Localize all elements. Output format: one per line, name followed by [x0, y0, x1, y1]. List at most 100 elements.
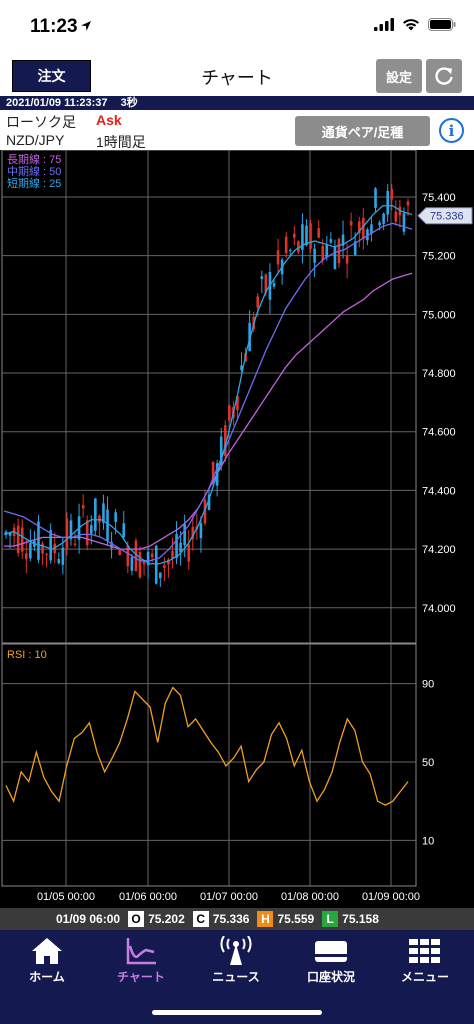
- candle-body: [293, 233, 296, 238]
- main-plot-frame: [1, 149, 417, 644]
- info-icon[interactable]: i: [439, 118, 464, 143]
- candle-body: [398, 206, 402, 216]
- candle-body: [20, 527, 24, 552]
- candle-body: [106, 509, 109, 541]
- candle-body: [394, 211, 398, 222]
- current-price-label: 75.336: [430, 211, 464, 223]
- low-value: 75.158: [342, 912, 379, 926]
- ohlc-bar: 01/09 06:00 O 75.202 C 75.336 H 75.559 L…: [0, 908, 474, 930]
- candle-body: [211, 461, 215, 483]
- refresh-icon: [435, 67, 453, 85]
- candle-body: [126, 545, 130, 567]
- candle-body: [150, 553, 154, 558]
- status-icons: [374, 18, 456, 31]
- y-tick-label: 75.000: [422, 309, 456, 321]
- refresh-interval: 3秒: [120, 97, 138, 109]
- candle-body: [264, 274, 268, 293]
- candle-body: [228, 405, 231, 421]
- ohlc-time: 01/09 06:00: [56, 912, 121, 926]
- candle-body: [187, 544, 191, 562]
- candle-body: [146, 551, 150, 566]
- tab-menu[interactable]: メニュー: [378, 936, 472, 986]
- chart-svg[interactable]: 75.400 75.200 75.000 74.800 74.600 74.400 74.2…: [0, 149, 474, 908]
- legend-entry: 長期線 : 75: [7, 152, 61, 166]
- candle-body: [297, 241, 300, 253]
- pair-timeframe-button[interactable]: 通貨ペア/足種: [295, 116, 430, 146]
- candle-body: [163, 565, 166, 568]
- candle-body: [203, 499, 207, 524]
- low-key: L: [322, 911, 339, 927]
- tab-account[interactable]: 口座状況: [284, 936, 378, 986]
- candle-body: [81, 505, 85, 509]
- candle-body: [366, 229, 369, 241]
- tab-home[interactable]: ホーム: [0, 936, 94, 986]
- candle-body: [390, 189, 394, 200]
- candle-body: [284, 236, 288, 254]
- settings-button[interactable]: 設定: [376, 59, 422, 93]
- candle-body: [61, 547, 65, 565]
- status-time: 11:23: [30, 16, 78, 37]
- candle-body: [69, 520, 73, 540]
- candle-body: [240, 365, 243, 371]
- rsi-y-tick-label: 50: [422, 757, 434, 769]
- legend-entry: 中期線 : 50: [7, 164, 61, 178]
- candle-body: [248, 322, 251, 352]
- candle-body: [309, 223, 312, 249]
- x-tick-label: 01/08 00:00: [281, 891, 339, 903]
- candle-body: [49, 530, 52, 561]
- tab-account-label: 口座状況: [306, 970, 355, 984]
- ma-short-line: [3, 205, 413, 565]
- location-arrow-icon: [81, 21, 91, 31]
- chart-info-panel: ローソク足 Ask NZD/JPY 1時間足 通貨ペア/足種 i: [0, 110, 474, 150]
- refresh-button[interactable]: [426, 59, 462, 93]
- timeframe-label: 1時間足: [96, 134, 146, 150]
- candle-body: [341, 234, 345, 246]
- open-value: 75.202: [148, 912, 185, 926]
- candle-body: [142, 561, 146, 565]
- signal-icon: [374, 18, 394, 31]
- current-price-tag: [417, 207, 473, 225]
- tab-chart-label: チャート: [117, 970, 165, 984]
- chart-icon: [126, 938, 156, 965]
- candle-body: [130, 557, 134, 571]
- menu-grid-icon: [409, 939, 440, 963]
- candle-body: [8, 532, 12, 536]
- candle-body: [118, 548, 121, 556]
- rsi-y-tick-label: 90: [422, 679, 434, 691]
- candle-body: [154, 545, 158, 584]
- candle-body: [305, 225, 308, 246]
- candle-body: [301, 224, 304, 250]
- candle-body: [191, 527, 195, 540]
- candle-body: [357, 221, 361, 234]
- ma-mid-line: [3, 222, 413, 562]
- candle-body: [236, 395, 239, 411]
- candle-body: [370, 224, 373, 234]
- candle-body: [175, 534, 178, 558]
- tab-chart[interactable]: チャート: [94, 936, 188, 986]
- nav-bar: 注文 チャート 設定: [0, 54, 474, 96]
- x-tick-label: 01/05 00:00: [37, 891, 95, 903]
- candle-body: [122, 523, 126, 538]
- candle-body: [288, 250, 292, 252]
- y-tick-label: 74.400: [422, 485, 456, 497]
- tab-news-label: ニュース: [212, 970, 260, 984]
- candle-body: [199, 523, 203, 539]
- chart-area[interactable]: 75.400 75.200 75.000 74.800 74.600 74.400 74.2…: [0, 149, 474, 908]
- candle-body: [378, 222, 381, 226]
- rsi-y-tick-label: 10: [422, 835, 434, 847]
- x-tick-label: 01/06 00:00: [119, 891, 177, 903]
- tab-news[interactable]: ニュース: [189, 936, 283, 986]
- y-tick-label: 74.800: [422, 368, 456, 380]
- order-button[interactable]: 注文: [12, 60, 91, 92]
- candle-body: [16, 525, 20, 553]
- battery-icon: [428, 18, 456, 31]
- close-value: 75.336: [212, 912, 250, 926]
- candle-body: [37, 521, 40, 560]
- candle-body: [179, 542, 182, 553]
- account-card-icon: [315, 941, 347, 962]
- candle-body: [102, 503, 105, 523]
- candle-body: [272, 283, 276, 287]
- candle-body: [329, 239, 333, 243]
- candle-body: [110, 542, 113, 549]
- candle-body: [171, 550, 174, 559]
